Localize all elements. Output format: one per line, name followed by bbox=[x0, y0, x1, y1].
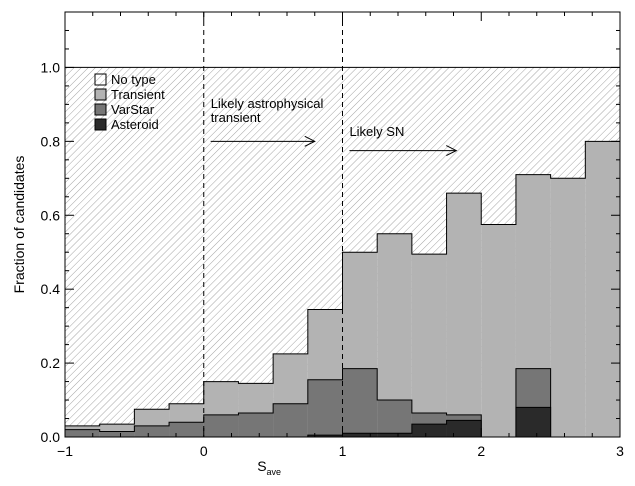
y-tick-label: 0.8 bbox=[41, 133, 61, 149]
legend-swatch-no-type bbox=[94, 73, 107, 86]
bar-varstar bbox=[203, 414, 239, 437]
bar-asteroid bbox=[307, 435, 343, 437]
bar-no-type bbox=[169, 67, 204, 437]
legend-label-varstar: VarStar bbox=[111, 102, 155, 117]
y-tick-label: 0.0 bbox=[41, 429, 61, 445]
bar-asteroid bbox=[342, 433, 378, 437]
bar-asteroid bbox=[411, 424, 447, 437]
x-tick-label: 3 bbox=[616, 443, 624, 459]
bar-no-type bbox=[65, 67, 100, 437]
bar-transient bbox=[446, 193, 482, 437]
bar-no-type bbox=[203, 67, 239, 437]
legend-label-transient: Transient bbox=[111, 87, 165, 102]
bar-varstar bbox=[238, 412, 274, 437]
bar-asteroid bbox=[377, 433, 412, 437]
annotation-text: Likely SN bbox=[349, 124, 404, 139]
y-tick-label: 0.6 bbox=[41, 207, 61, 223]
annotation-text: Likely astrophysical bbox=[211, 96, 324, 111]
bar-transient bbox=[411, 254, 447, 437]
bar-asteroid bbox=[446, 420, 482, 437]
y-axis-label: Fraction of candidates bbox=[11, 156, 27, 294]
legend-swatch-asteroid bbox=[94, 118, 107, 131]
bar-varstar bbox=[134, 425, 170, 437]
annotation-arrowhead bbox=[446, 145, 458, 157]
y-tick-label: 0.2 bbox=[41, 355, 61, 371]
x-tick-label: 1 bbox=[339, 443, 347, 459]
outline-transient bbox=[64, 140, 621, 437]
y-tick-label: 1.0 bbox=[41, 59, 61, 75]
x-tick-label: −1 bbox=[57, 443, 73, 459]
annotation-arrowhead bbox=[304, 135, 316, 147]
bar-varstar bbox=[307, 379, 343, 437]
bar-transient bbox=[481, 224, 516, 437]
bar-varstar bbox=[65, 429, 100, 437]
x-tick-label: 2 bbox=[477, 443, 485, 459]
bar-no-type bbox=[238, 67, 274, 437]
bar-varstar bbox=[273, 403, 308, 437]
legend-label-asteroid: Asteroid bbox=[111, 117, 159, 132]
bar-no-type bbox=[134, 67, 170, 437]
legend-swatch-varstar bbox=[94, 103, 107, 116]
y-tick-label: 0.4 bbox=[41, 281, 61, 297]
annotation-text: transient bbox=[211, 110, 261, 125]
bar-transient bbox=[550, 178, 586, 437]
bar-varstar bbox=[342, 368, 378, 437]
bar-asteroid bbox=[515, 407, 551, 437]
bar-varstar bbox=[377, 400, 412, 437]
x-axis-label-subscript: ave bbox=[267, 467, 282, 477]
legend-swatch-transient bbox=[94, 88, 107, 101]
x-axis-label: Save bbox=[257, 458, 281, 477]
x-tick-label: 0 bbox=[200, 443, 208, 459]
x-axis-label-main: S bbox=[257, 458, 266, 474]
bar-varstar bbox=[169, 422, 204, 437]
bar-varstar bbox=[99, 431, 135, 437]
legend-label-no-type: No type bbox=[111, 72, 156, 87]
